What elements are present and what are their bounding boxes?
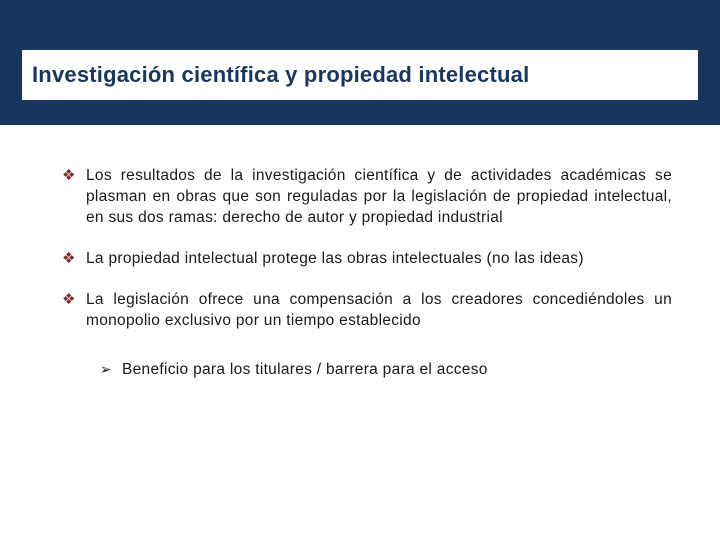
bullet-text: La legislación ofrece una compensación a… — [86, 289, 672, 331]
bullet-item: ❖ Los resultados de la investigación cie… — [62, 165, 672, 228]
bullet-item: ❖ La propiedad intelectual protege las o… — [62, 248, 672, 269]
slide-title: Investigación científica y propiedad int… — [32, 62, 688, 88]
diamond-bullet-icon: ❖ — [62, 289, 86, 310]
bullet-item: ❖ La legislación ofrece una compensación… — [62, 289, 672, 331]
bullet-text: La propiedad intelectual protege las obr… — [86, 248, 672, 269]
bullet-text: Los resultados de la investigación cient… — [86, 165, 672, 228]
arrow-bullet-icon: ➢ — [100, 359, 122, 380]
sub-bullet-item: ➢ Beneficio para los titulares / barrera… — [100, 359, 672, 380]
title-box: Investigación científica y propiedad int… — [22, 50, 698, 100]
diamond-bullet-icon: ❖ — [62, 248, 86, 269]
sub-bullet-text: Beneficio para los titulares / barrera p… — [122, 359, 672, 380]
diamond-bullet-icon: ❖ — [62, 165, 86, 186]
content-area: ❖ Los resultados de la investigación cie… — [62, 165, 672, 380]
